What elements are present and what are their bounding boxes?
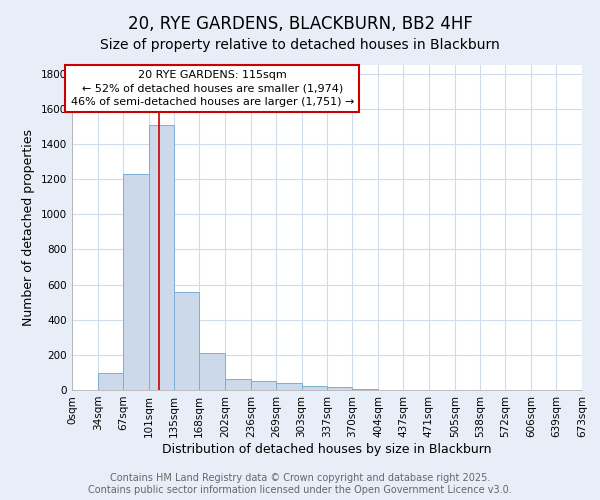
Bar (328, 388, 352, 390)
Y-axis label: Number of detached properties: Number of detached properties (22, 129, 35, 326)
Bar (251, 381, 276, 390)
Text: Contains HM Land Registry data © Crown copyright and database right 2025.
Contai: Contains HM Land Registry data © Crown c… (88, 474, 512, 495)
X-axis label: Distribution of detached houses by size in Blackburn: Distribution of detached houses by size … (162, 442, 492, 456)
Text: Size of property relative to detached houses in Blackburn: Size of property relative to detached ho… (100, 38, 500, 52)
Bar (352, 389, 378, 390)
Bar (123, 174, 149, 390)
Bar (276, 384, 302, 390)
Bar (175, 292, 199, 390)
Bar (302, 386, 328, 390)
Bar (225, 378, 251, 390)
Text: 20 RYE GARDENS: 115sqm
← 52% of detached houses are smaller (1,974)
46% of semi-: 20 RYE GARDENS: 115sqm ← 52% of detached… (71, 70, 354, 106)
Text: 20, RYE GARDENS, BLACKBURN, BB2 4HF: 20, RYE GARDENS, BLACKBURN, BB2 4HF (128, 15, 472, 33)
Bar (98, 374, 123, 390)
Bar (199, 353, 225, 390)
Bar (149, 124, 175, 390)
